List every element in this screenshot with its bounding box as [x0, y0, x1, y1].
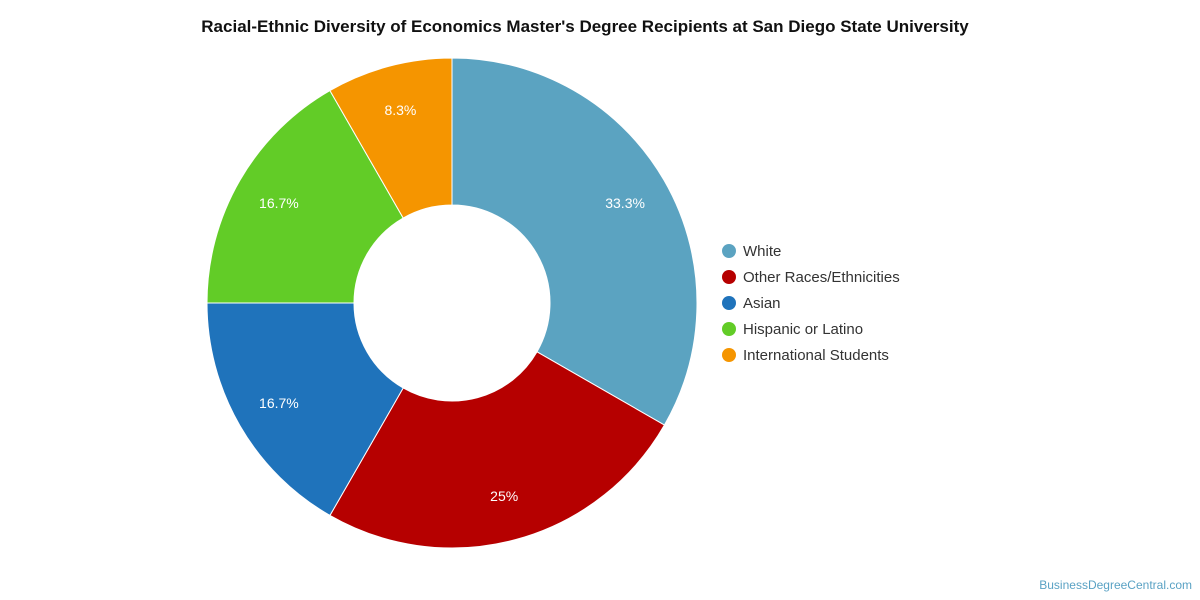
- slice-label-hispanic-or-latino: 16.7%: [259, 195, 299, 211]
- legend-item-international-students[interactable]: International Students: [722, 347, 889, 364]
- source-credit[interactable]: BusinessDegreeCentral.com: [1039, 578, 1192, 592]
- legend-swatch-white: [722, 244, 736, 258]
- legend-item-white[interactable]: White: [722, 243, 781, 260]
- slice-label-white: 33.3%: [605, 195, 645, 211]
- legend-item-other-races-ethnicities[interactable]: Other Races/Ethnicities: [722, 269, 900, 286]
- legend-item-asian[interactable]: Asian: [722, 295, 781, 312]
- legend-label-international-students: International Students: [743, 347, 889, 364]
- legend-swatch-asian: [722, 296, 736, 310]
- legend-swatch-international-students: [722, 348, 736, 362]
- slice-international-students[interactable]: [329, 57, 453, 219]
- chart-slice-labels: 33.3% 25% 16.7% 16.7% 8.3%: [259, 102, 645, 504]
- legend-label-asian: Asian: [743, 295, 781, 312]
- legend-label-hispanic-or-latino: Hispanic or Latino: [743, 321, 863, 338]
- slice-other-races-ethnicities[interactable]: [329, 351, 666, 549]
- slice-label-international-students: 8.3%: [384, 102, 416, 118]
- slice-white[interactable]: [451, 57, 698, 426]
- slice-hispanic-or-latino[interactable]: [206, 89, 404, 304]
- chart-slices: [206, 57, 698, 549]
- legend-item-hispanic-or-latino[interactable]: Hispanic or Latino: [722, 321, 863, 338]
- slice-label-asian: 16.7%: [259, 395, 299, 411]
- slice-asian[interactable]: [206, 302, 404, 517]
- legend-label-other-races-ethnicities: Other Races/Ethnicities: [743, 269, 900, 286]
- legend-swatch-other-races-ethnicities: [722, 270, 736, 284]
- legend-swatch-hispanic-or-latino: [722, 322, 736, 336]
- chart-legend: White Other Races/Ethnicities Asian Hispani…: [722, 243, 900, 364]
- chart-title: Racial-Ethnic Diversity of Economics Mas…: [201, 17, 969, 36]
- slice-label-other-races-ethnicities: 25%: [490, 488, 518, 504]
- legend-label-white: White: [743, 243, 781, 260]
